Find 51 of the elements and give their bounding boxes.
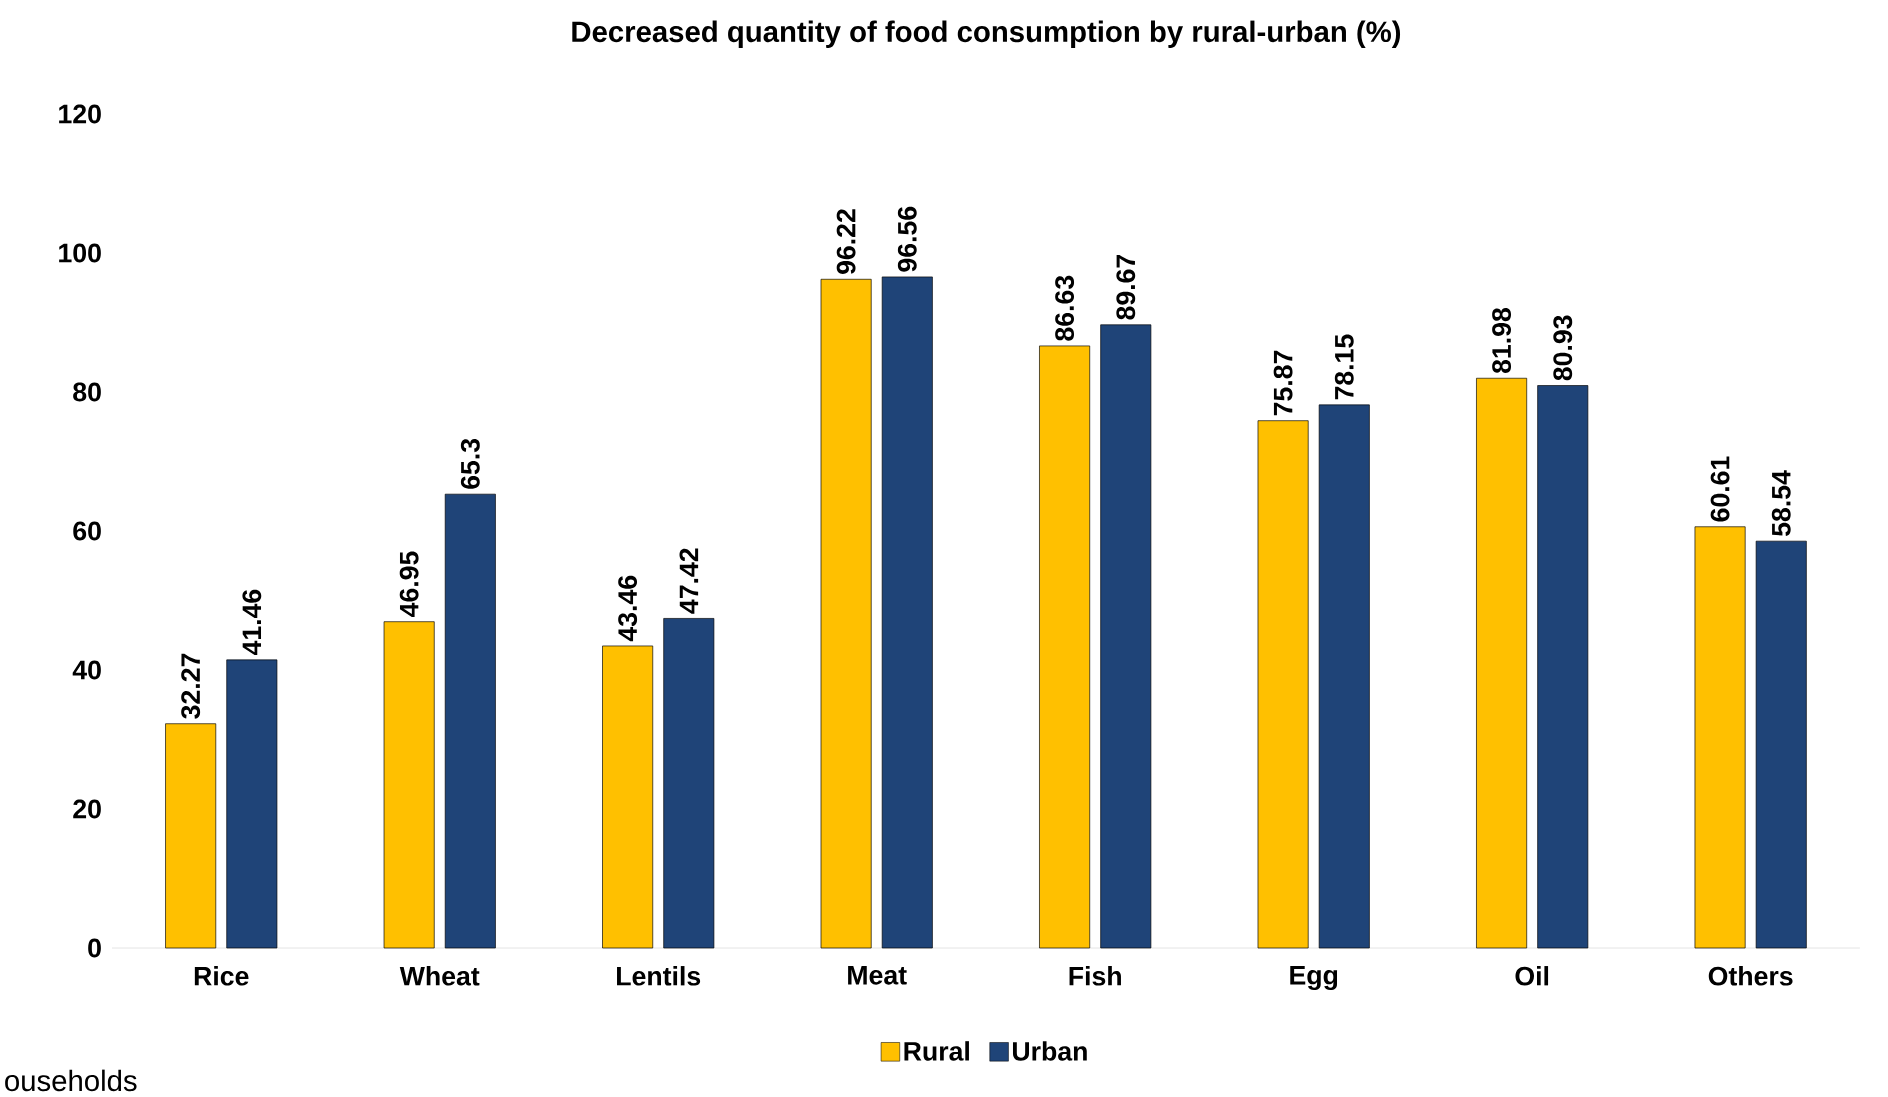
- x-tick-label: Oil: [1515, 966, 1549, 986]
- data-label: 65.3: [460, 438, 480, 489]
- data-label: 46.95: [399, 551, 419, 617]
- x-tick-label: Others: [1708, 966, 1793, 986]
- x-tick-label: Wheat: [399, 966, 480, 986]
- legend-label: Rural: [904, 1041, 969, 1061]
- bar: [1257, 420, 1309, 949]
- bar: [1318, 404, 1370, 949]
- bar: [1694, 526, 1746, 949]
- bar: [820, 278, 872, 949]
- y-tick-label: 40: [72, 660, 101, 680]
- bar: [165, 723, 217, 949]
- data-label: 96.56: [897, 206, 917, 272]
- data-label: 47.42: [679, 548, 699, 614]
- bar: [881, 276, 933, 949]
- bar: [663, 618, 715, 949]
- data-label: 96.22: [836, 209, 856, 275]
- x-tick-label: Rice: [194, 966, 249, 986]
- data-label: 43.46: [618, 575, 638, 642]
- data-label: 75.87: [1273, 350, 1293, 416]
- y-tick-label: 80: [73, 382, 101, 402]
- data-label: 78.15: [1334, 334, 1354, 400]
- bar: [1537, 385, 1589, 949]
- bar: [1476, 377, 1528, 949]
- chart-title: Decreased quantity of food consumption by rural-urban (%): [572, 20, 1401, 48]
- data-label: 81.98: [1492, 308, 1512, 374]
- data-label: 86.63: [1055, 275, 1075, 341]
- data-label: 80.93: [1553, 315, 1573, 381]
- data-label: 32.27: [181, 653, 201, 719]
- data-label: 89.67: [1116, 254, 1136, 320]
- x-tick-label: Meat: [848, 966, 907, 985]
- legend-label: Urban: [1012, 1041, 1087, 1061]
- data-label: 58.54: [1771, 470, 1791, 536]
- y-tick-label: 100: [59, 243, 101, 263]
- data-label: 41.46: [242, 589, 262, 656]
- bar: [1755, 540, 1807, 949]
- data-label: 60.61: [1710, 456, 1730, 522]
- y-tick-label: 120: [59, 104, 101, 124]
- x-tick-label: Lentils: [617, 966, 701, 986]
- y-tick-label: 20: [73, 799, 101, 819]
- bar: [226, 659, 278, 949]
- bar: [383, 621, 435, 949]
- bar: [602, 645, 654, 949]
- bar: [1100, 324, 1152, 949]
- text: ouseholds: [5, 1069, 137, 1092]
- x-tick-label: Egg: [1290, 966, 1338, 991]
- bar: [1039, 345, 1091, 949]
- x-tick-label: Fish: [1069, 966, 1121, 986]
- bar: [444, 493, 496, 949]
- y-tick-label: 60: [73, 521, 101, 541]
- y-tick-label: 0: [88, 938, 101, 958]
